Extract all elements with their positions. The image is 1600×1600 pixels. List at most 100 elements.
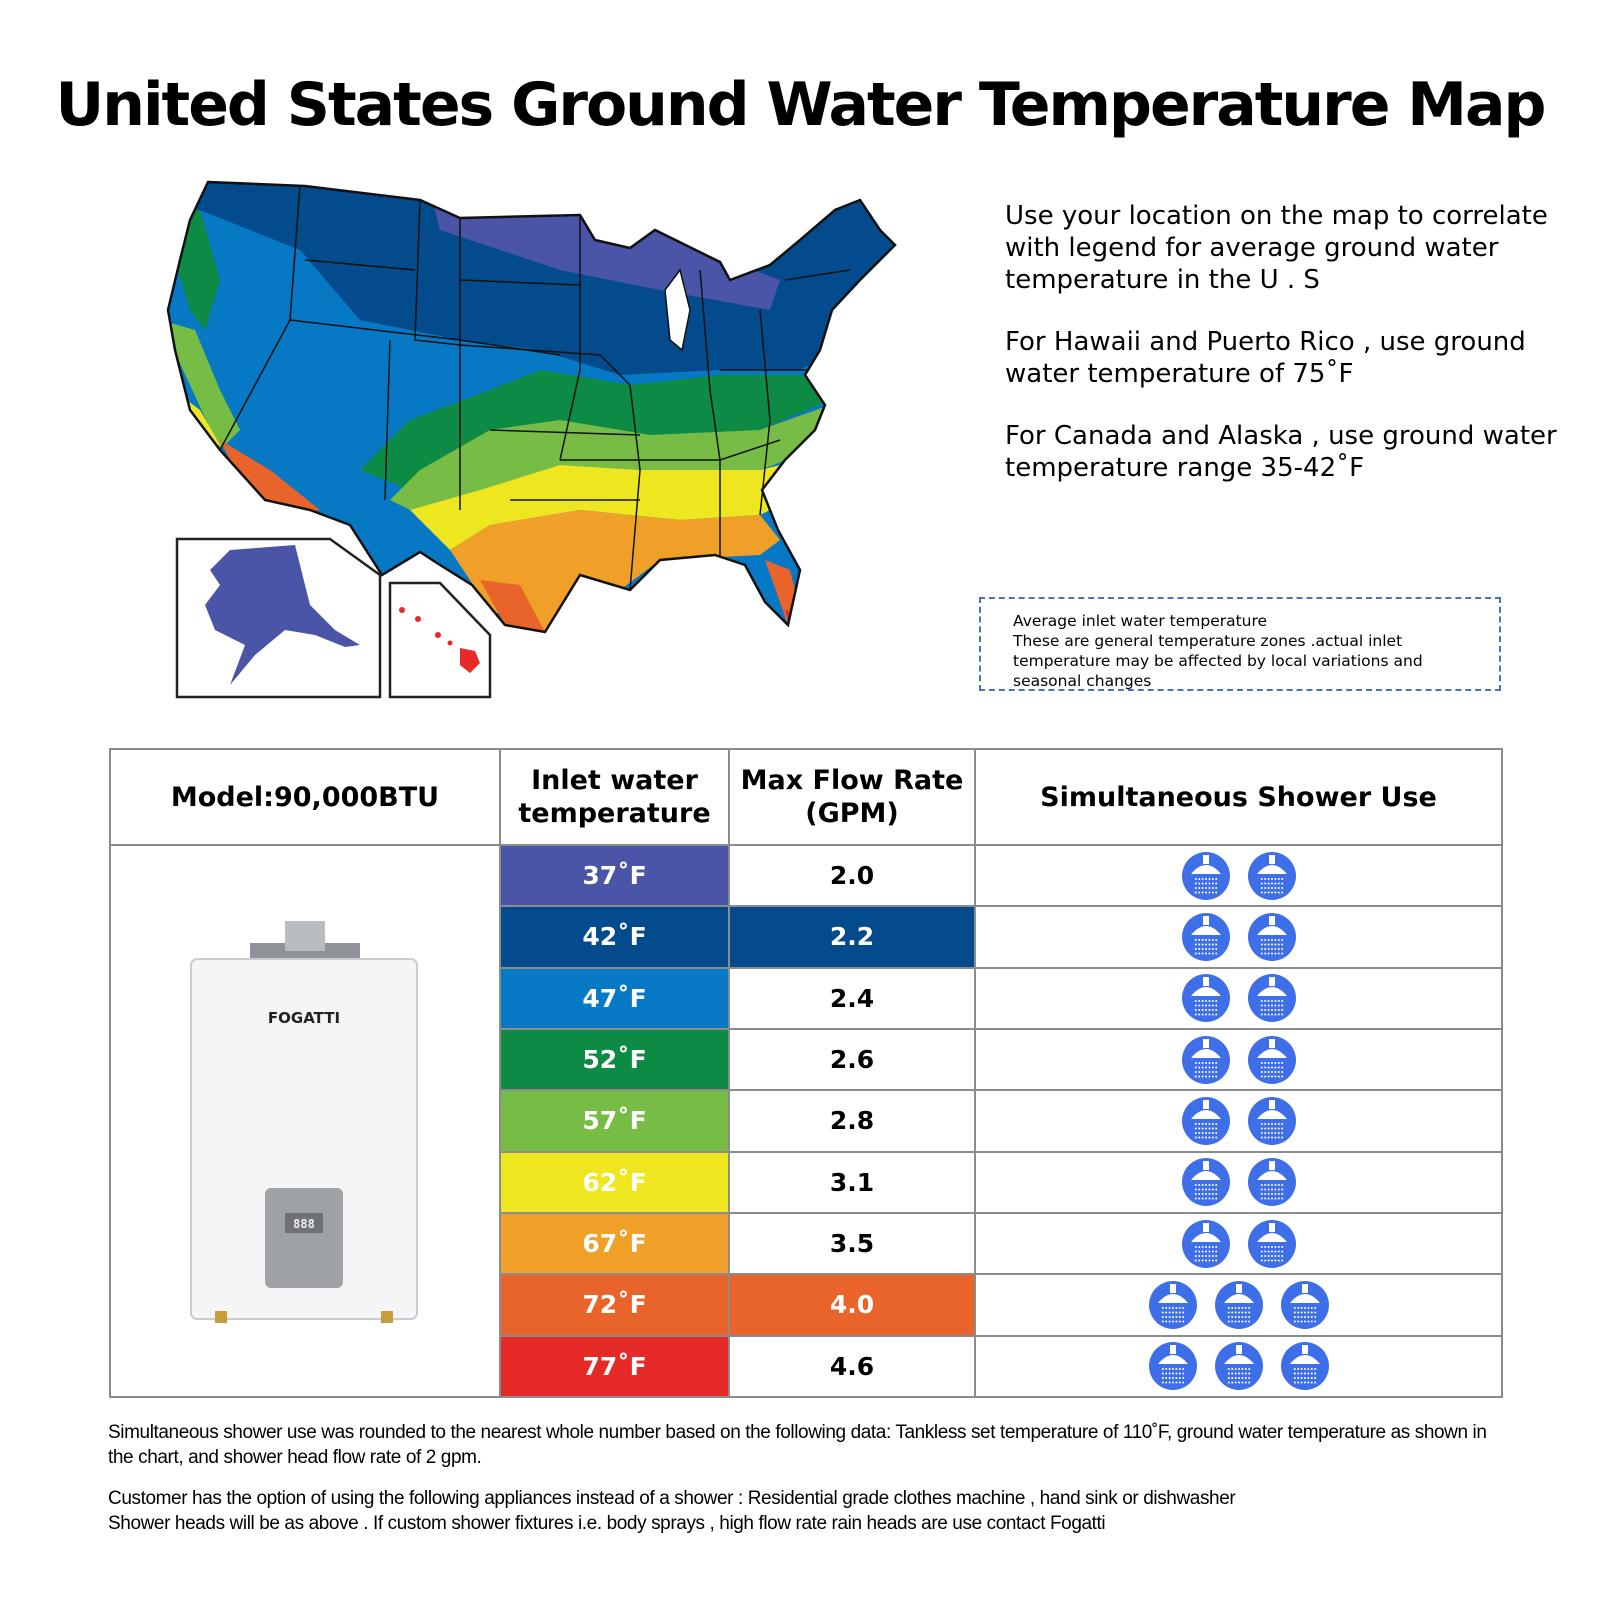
table-row: 72˚F 4.0 [110, 1273, 1503, 1337]
inlet-temperature-cell: 37˚F [499, 843, 730, 908]
table-row: 42˚F 2.2 [110, 905, 1503, 969]
shower-icons [976, 851, 1501, 900]
shower-head-icon [1181, 974, 1230, 1023]
simultaneous-shower-cell [974, 1027, 1503, 1092]
zone-72-texas [480, 580, 545, 632]
max-flow-rate-cell: 2.4 [728, 966, 976, 1030]
shower-icons [976, 1096, 1501, 1145]
shower-icons [976, 1035, 1501, 1084]
shower-head-icon [1247, 912, 1296, 961]
inlet-temperature-cell: 52˚F [499, 1027, 730, 1092]
zone-52 [360, 370, 830, 490]
shower-head-icon [1247, 974, 1296, 1023]
max-flow-rate-cell: 3.5 [728, 1211, 976, 1276]
zone-57-west [168, 320, 240, 450]
max-flow-rate-cell: 2.2 [728, 905, 976, 969]
max-flow-rate-cell: 2.8 [728, 1089, 976, 1153]
simultaneous-shower-cell [974, 1334, 1503, 1399]
table-header-row: Model:90,000BTU Inlet water temperature … [109, 748, 1503, 846]
inlet-temperature-cell: 57˚F [499, 1089, 730, 1153]
heater-outlet-fitting [381, 1311, 393, 1323]
inlet-temperature-cell: 47˚F [499, 966, 730, 1030]
heater-body [190, 958, 418, 1320]
table-row: 62˚F 3.1 [110, 1150, 1503, 1214]
note-location: Use your location on the map to correlat… [1005, 201, 1548, 295]
shower-icons [976, 1158, 1501, 1207]
max-flow-rate-cell: 4.6 [728, 1334, 976, 1399]
inlet-temperature-cell: 67˚F [499, 1211, 730, 1276]
table-row: 67˚F 3.5 [110, 1211, 1503, 1276]
table-row: 47˚F 2.4 [110, 966, 1503, 1030]
us-temperature-map [166, 180, 897, 634]
simultaneous-shower-cell [974, 1273, 1503, 1337]
footnote-appliances: Customer has the option of using the fol… [108, 1488, 1236, 1534]
shower-icons [976, 912, 1501, 961]
shower-head-icon [1148, 1342, 1197, 1391]
shower-head-icon [1181, 1219, 1230, 1268]
shower-icons [976, 974, 1501, 1023]
shower-head-icon [1247, 1219, 1296, 1268]
legend-note-box: Average inlet water temperature These ar… [979, 597, 1501, 691]
simultaneous-shower-cell [974, 843, 1503, 908]
alaska-shape [205, 545, 360, 685]
shower-head-icon [1247, 1035, 1296, 1084]
shower-head-icon [1247, 1158, 1296, 1207]
heater-display [285, 1213, 323, 1233]
inlet-temperature-cell: 62˚F [499, 1150, 730, 1214]
header-model: Model:90,000BTU [109, 748, 501, 846]
heater-control-panel [265, 1188, 343, 1288]
shower-head-icon [1148, 1280, 1197, 1329]
simultaneous-shower-cell [974, 1211, 1503, 1276]
zone-57 [390, 405, 840, 510]
hawaii-islands [399, 607, 480, 673]
inlet-temperature-cell: 77˚F [499, 1334, 730, 1399]
shower-icons [976, 1219, 1501, 1268]
legend-note-body: These are general temperature zones .act… [1013, 632, 1423, 690]
note-hawaii: For Hawaii and Puerto Rico , use ground … [1005, 327, 1526, 389]
footnote-rounding: Simultaneous shower use was rounded to t… [108, 1422, 1487, 1468]
flow-rate-table: Model:90,000BTU Inlet water temperature … [109, 748, 1503, 1399]
legend-note-title: Average inlet water temperature [1013, 612, 1268, 630]
heater-vent [285, 921, 325, 951]
map-instructions: Use your location on the map to correlat… [1005, 200, 1565, 514]
header-simultaneous-shower: Simultaneous Shower Use [974, 748, 1503, 846]
heater-inlet-fitting [215, 1311, 227, 1323]
table-row: 52˚F 2.6 [110, 1027, 1503, 1092]
header-inlet-temperature: Inlet water temperature [499, 748, 730, 846]
heater-brand: FOGATTI [268, 1009, 340, 1027]
zone-67 [450, 510, 780, 632]
simultaneous-shower-cell [974, 1150, 1503, 1214]
simultaneous-shower-cell [974, 1089, 1503, 1153]
state-borders [219, 184, 851, 591]
shower-head-icon [1181, 912, 1230, 961]
us-outline [166, 180, 897, 634]
lake-michigan [664, 268, 691, 352]
note-canada: For Canada and Alaska , use ground water… [1005, 421, 1557, 483]
shower-head-icon [1181, 1158, 1230, 1207]
shower-head-icon [1247, 1096, 1296, 1145]
zone-37 [430, 190, 780, 310]
header-max-flow-rate: Max Flow Rate (GPM) [728, 748, 976, 846]
shower-icons [976, 1342, 1501, 1391]
inlet-temperature-cell: 42˚F [499, 905, 730, 969]
shower-head-icon [1280, 1280, 1329, 1329]
max-flow-rate-cell: 2.0 [728, 843, 976, 908]
simultaneous-shower-cell [974, 905, 1503, 969]
table-row: FOGATTI 888 37˚F 2.0 [109, 843, 1503, 1398]
shower-head-icon [1280, 1342, 1329, 1391]
product-image-cell: FOGATTI 888 [109, 844, 501, 1398]
max-flow-rate-cell: 4.0 [728, 1273, 976, 1337]
max-flow-rate-cell: 3.1 [728, 1150, 976, 1214]
table-row: 57˚F 2.8 [110, 1089, 1503, 1153]
shower-head-icon [1181, 1096, 1230, 1145]
heater-display-digits: 888 [293, 1217, 315, 1231]
shower-head-icon [1181, 1035, 1230, 1084]
table-row: 77˚F 4.6 [110, 1334, 1503, 1399]
zone-72-west [220, 440, 320, 515]
shower-icons [976, 1280, 1501, 1329]
hawaii-inset-frame [388, 581, 492, 699]
shower-head-icon [1214, 1342, 1263, 1391]
simultaneous-shower-cell [974, 966, 1503, 1030]
alaska-hawaii-insets [175, 537, 492, 699]
shower-head-icon [1214, 1280, 1263, 1329]
